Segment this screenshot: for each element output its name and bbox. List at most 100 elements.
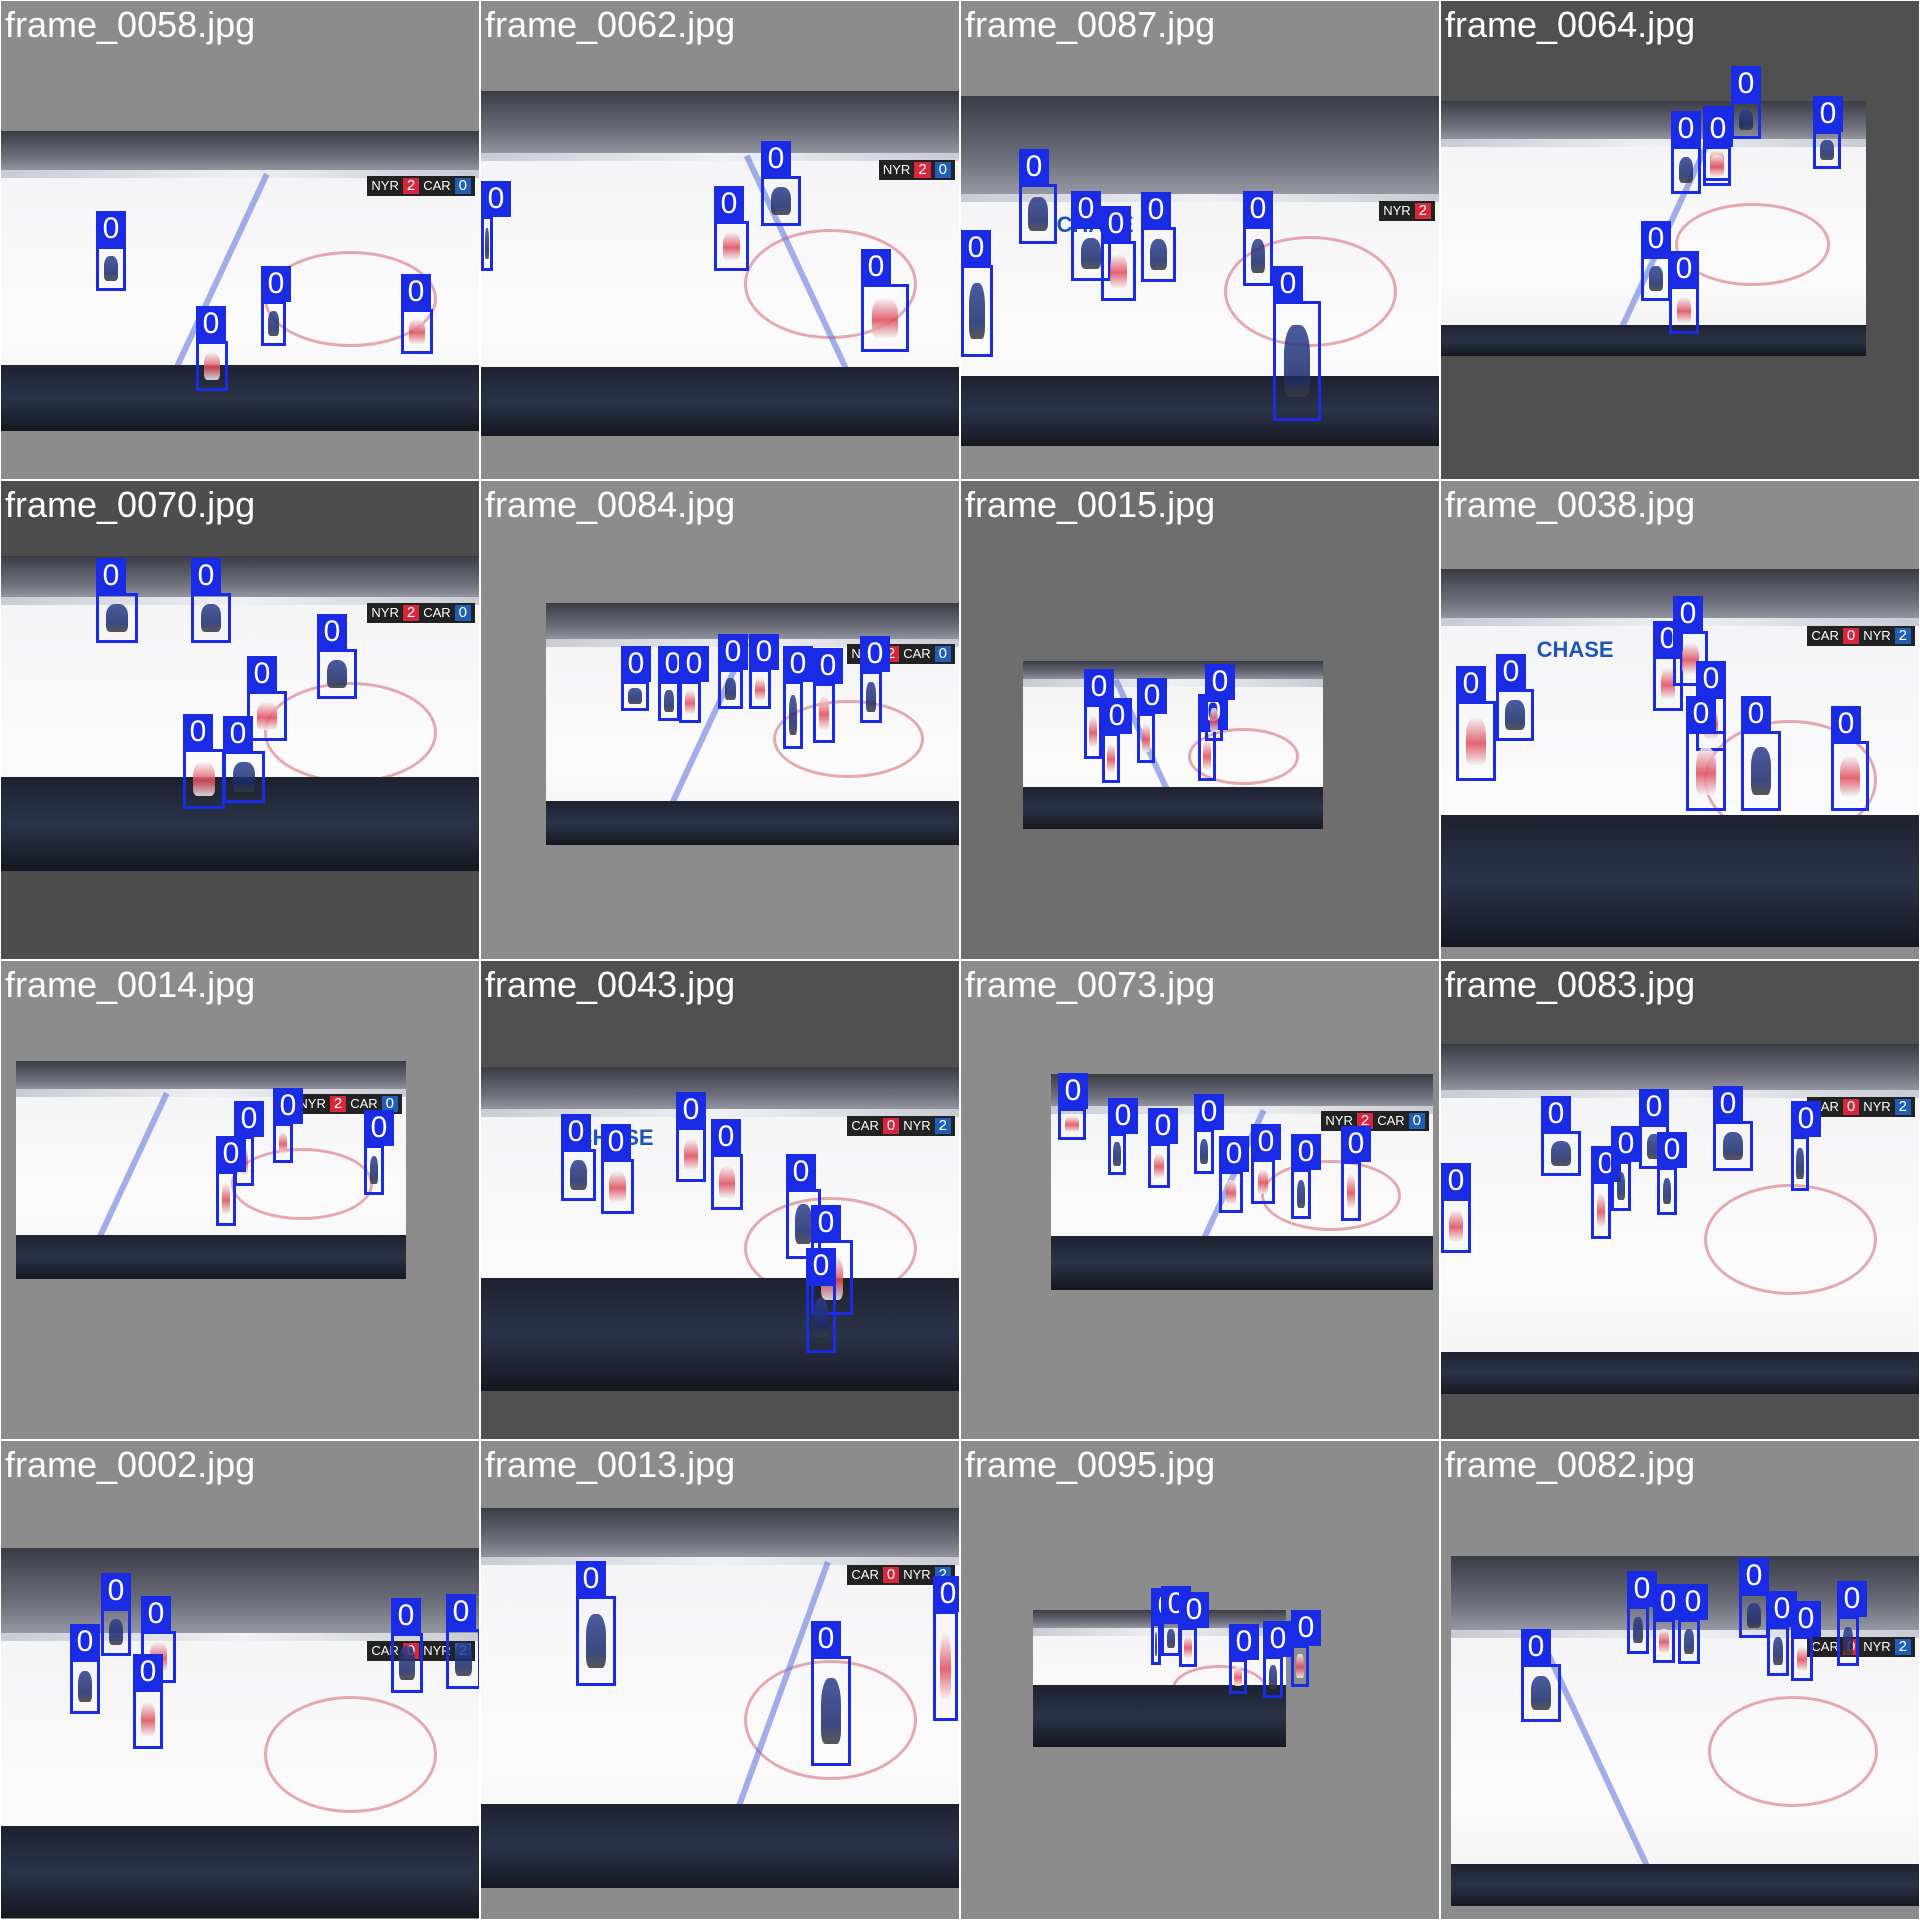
player-figure [1633,1616,1643,1644]
detection-class-label: 0 [96,558,126,594]
detection-class-label: 0 [261,266,291,302]
arena-crowd-lower [1441,814,1919,947]
player-figure [1465,717,1487,765]
detection-class-label: 0 [1205,664,1235,700]
scoreboard-score: 2 [329,1095,347,1112]
player-figure [256,701,278,731]
detection-class-label: 0 [401,274,431,310]
detection-box: 0 [261,266,291,346]
detection-box: 0 [317,614,357,699]
detection-box: 0 [711,1119,743,1210]
detection-box: 0 [1713,1086,1753,1171]
detection-box: 0 [1703,111,1733,186]
detection-class-label: 0 [561,1114,591,1150]
detection-class-label: 0 [621,646,651,682]
detection-class-label: 0 [811,1621,841,1657]
mosaic-tile: NYR 2 CAR 0 frame_0070.jpg 0 0 0 0 0 0 [1,481,479,959]
arena-crowd-upper [16,1061,406,1092]
rink-boards [1023,679,1323,688]
detection-class-label: 0 [247,656,277,692]
scoreboard-score: 2 [402,178,420,194]
detection-class-label: 0 [1678,1584,1708,1620]
scoreboard-score: 2 [1894,627,1911,644]
detection-box: 0 [96,558,138,643]
detection-box: 0 [1229,1624,1259,1694]
detection-class-label: 0 [1713,1086,1743,1122]
mosaic-tile: NYR 2 CAR 0 frame_0073.jpg 0 0 0 0 0 0 0 0 [961,961,1439,1439]
scoreboard-score: 0 [882,1567,900,1583]
detection-class-label: 0 [1273,266,1303,302]
detection-class-label: 0 [1791,1101,1821,1137]
scoreboard-team: CAR [1811,627,1839,643]
detection-box: 0 [783,646,813,749]
detection-class-label: 0 [1521,1629,1551,1665]
detection-box: 0 [196,306,228,391]
detection-box: 0 [133,1654,163,1749]
detection-box: 0 [1219,1136,1249,1213]
detection-class-label: 0 [1831,706,1861,742]
scoreboard-score: 2 [1414,203,1431,219]
scoreboard-score: 2 [914,162,931,178]
detection-class-label: 0 [1263,1621,1293,1657]
player-figure [1199,1139,1209,1164]
player-figure [1225,1180,1237,1204]
frame-filename: frame_0070.jpg [5,484,256,525]
player-figure [1840,755,1860,797]
player-figure [722,231,741,261]
player-figure [140,1701,156,1737]
player-figure [200,603,222,633]
detection-class-label: 0 [676,1092,706,1128]
detection-box: 0 [860,636,890,723]
detection-box: 0 [401,274,433,354]
detection-box: 0 [786,1154,821,1259]
player-figure [755,678,765,700]
scoreboard-team: CAR [423,178,451,193]
frame-filename: frame_0082.jpg [1445,1444,1696,1485]
detection-class-label: 0 [1696,661,1726,697]
player-figure [724,678,737,700]
detection-class-label: 0 [679,646,709,682]
mosaic-tile: CAR 0 NYR 2 frame_0083.jpg 0 0 0 0 0 0 0 0 [1441,961,1919,1439]
player-figure [1149,238,1168,271]
detection-box: 0 [1441,1163,1471,1253]
scoreboard-team: NYR [1863,1098,1891,1114]
detection-class-label: 0 [1673,596,1703,632]
detection-class-label: 0 [1641,221,1671,257]
detection-box: 0 [1496,654,1534,741]
scoreboard-team: NYR [423,1642,451,1658]
detection-class-label: 0 [1101,206,1131,242]
detection-class-label: 0 [1657,1132,1687,1168]
detection-class-label: 0 [961,230,991,266]
player-figure [1346,1173,1356,1209]
detection-box: 0 [96,211,126,291]
mosaic-tile: NYR 2 0 frame_0062.jpg 0 0 0 0 [481,1,959,479]
player-figure [1550,1141,1572,1166]
detection-box: 0 [1739,1558,1769,1638]
player-figure [1797,1646,1807,1671]
detection-class-label: 0 [364,1110,394,1146]
scoreboard-team: NYR [298,1095,326,1111]
detection-class-label: 0 [1653,621,1683,657]
detection-box: 0 [1731,66,1761,139]
scoreboard-team: CAR [851,1117,879,1133]
frame-filename: frame_0038.jpg [1445,484,1696,525]
scoreboard-score: 0 [1842,1098,1860,1115]
rink-boards [481,1557,959,1566]
detection-box: 0 [1108,1098,1138,1175]
player-figure [1166,1629,1176,1648]
arena-crowd-upper [1,556,479,601]
rink-boards [16,1089,406,1098]
detection-class-label: 0 [718,634,748,670]
detection-box: 0 [1813,96,1843,169]
player-figure [609,1170,626,1203]
player-figure [103,256,119,281]
